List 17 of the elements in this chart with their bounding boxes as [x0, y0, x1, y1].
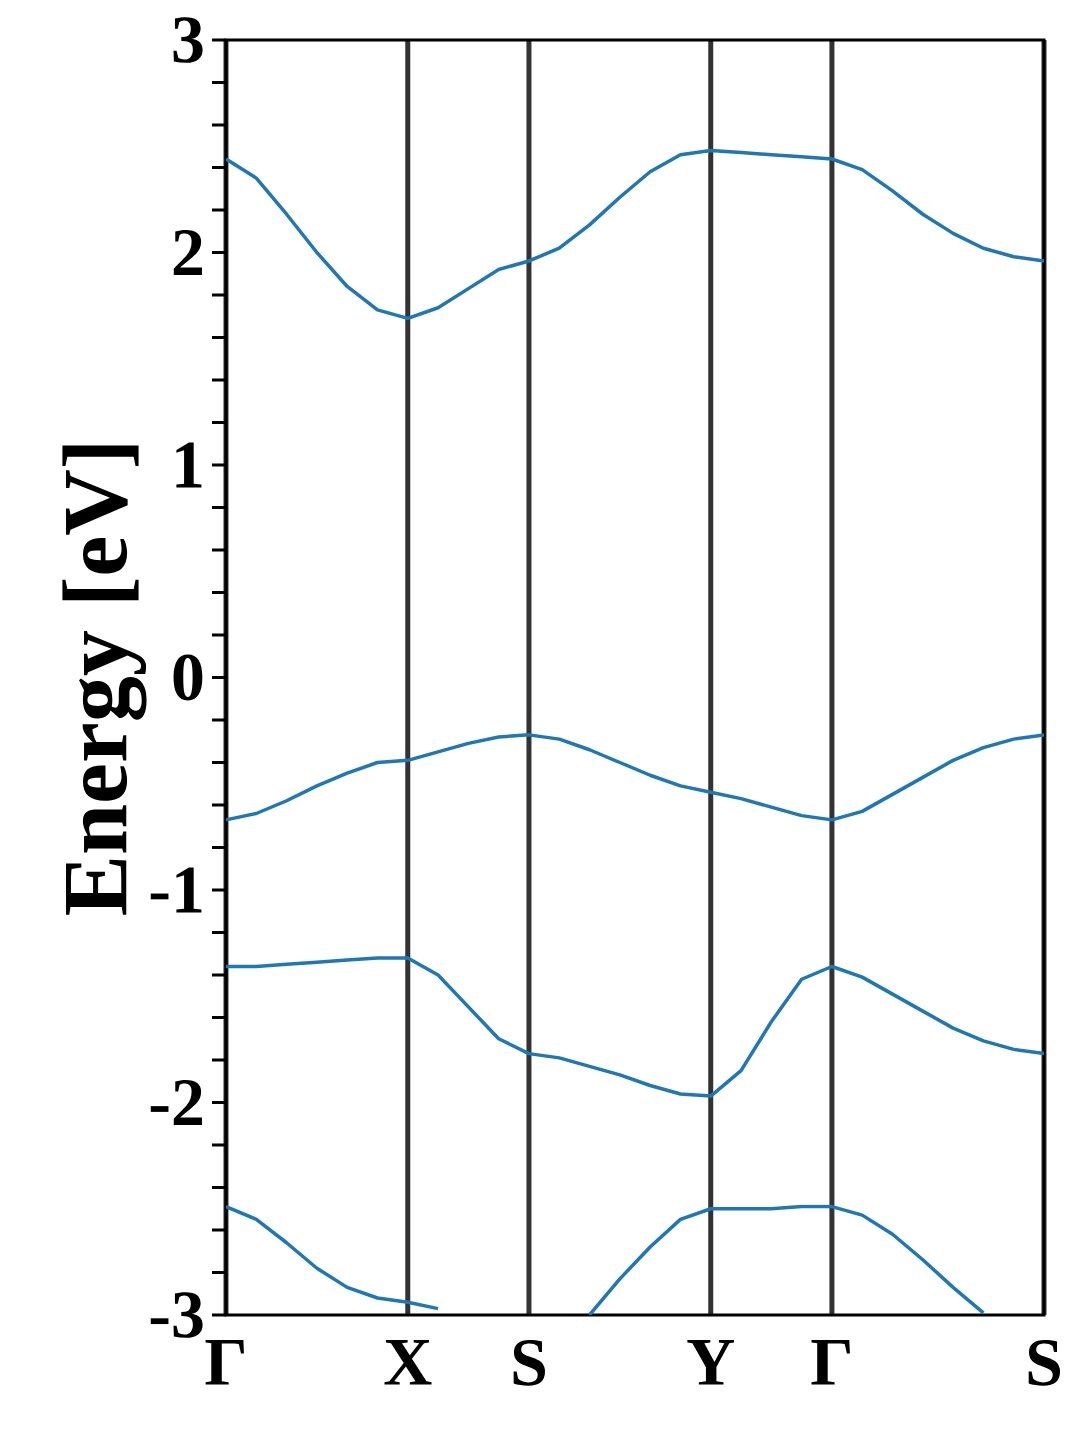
y-tick-label: 2 — [173, 229, 203, 275]
x-tick-label: S — [1028, 1340, 1061, 1386]
y-tick-label: 0 — [173, 654, 203, 701]
x-tick-label: X — [384, 1340, 432, 1385]
x-tick-label: Y — [687, 1340, 734, 1385]
x-tick-label: S — [513, 1340, 545, 1386]
x-tick-label: Γ — [811, 1340, 850, 1385]
line-series — [226, 733, 1044, 822]
y-tick-label: -2 — [150, 1079, 203, 1126]
y-tick-label: 1 — [176, 442, 202, 488]
line-series — [226, 148, 1044, 321]
y-tick-label: -1 — [150, 867, 202, 913]
y-tick-label: -3 — [150, 1292, 203, 1338]
y-axis-title: Energy [eV] — [62, 445, 147, 915]
y-tick-label: 3 — [173, 17, 203, 63]
line-series — [226, 956, 1044, 1098]
x-tick-label: Γ — [205, 1340, 244, 1385]
